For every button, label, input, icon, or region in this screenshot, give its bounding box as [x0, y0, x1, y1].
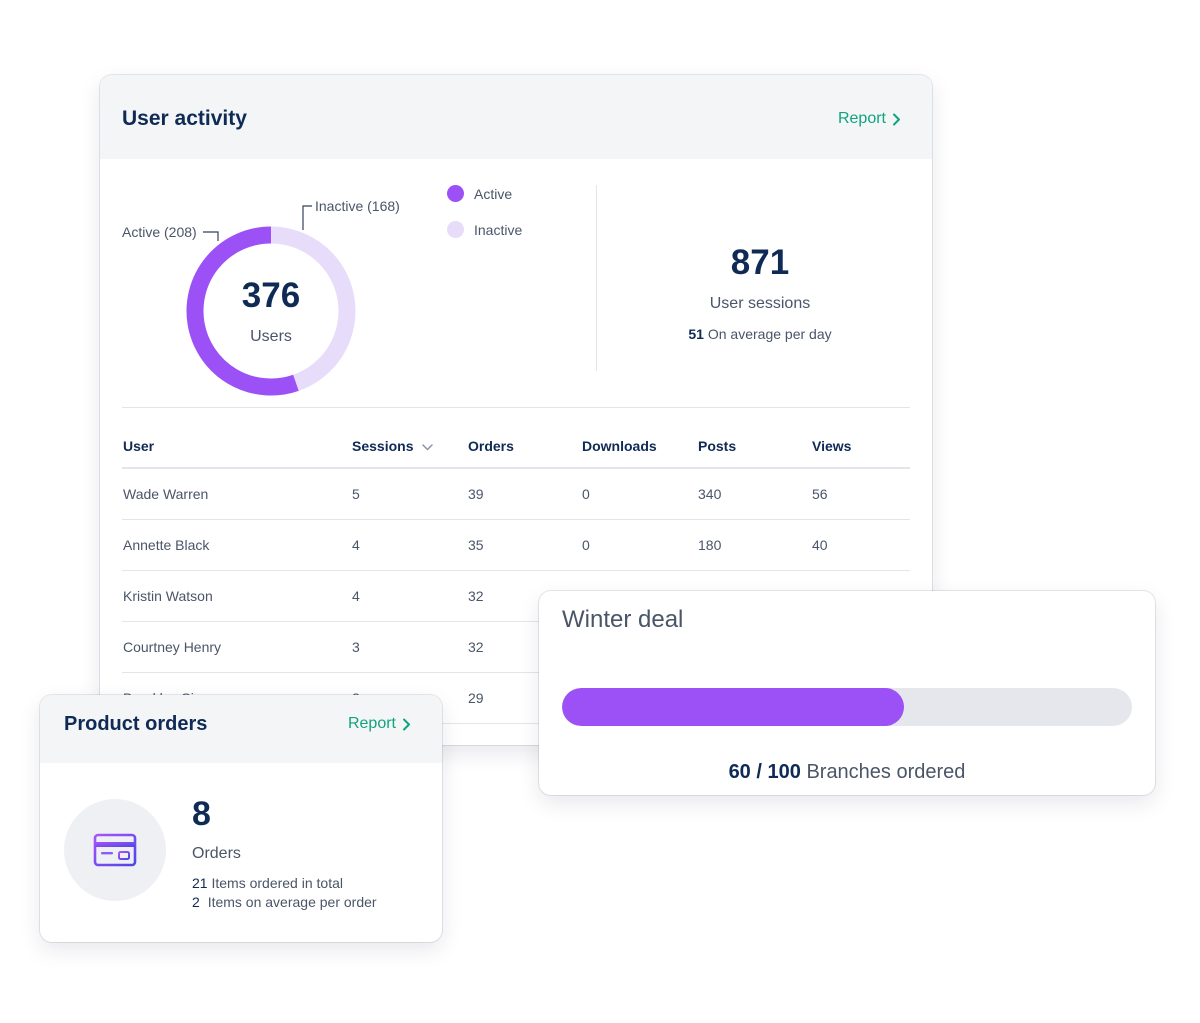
items-average-line: 2 Items on average per order — [192, 894, 377, 910]
user-sessions-value: 871 — [730, 243, 790, 282]
legend-dot-active — [447, 185, 464, 202]
table-row[interactable]: Wade Warren 5 39 0 340 56 — [122, 468, 910, 520]
cell-downloads: 0 — [581, 519, 697, 571]
chevron-right-icon — [403, 718, 410, 730]
donut-segment-inactive — [270, 226, 356, 391]
product-orders-report-link[interactable]: Report — [348, 715, 411, 733]
users-label: Users — [250, 328, 292, 345]
cell-sessions: 5 — [351, 468, 467, 520]
items-total-label: Items ordered in total — [211, 875, 343, 891]
column-header-sessions-label: Sessions — [352, 438, 414, 454]
donut-segment-active — [186, 226, 299, 396]
donut-center: 376 Users — [183, 223, 359, 399]
orders-value: 8 — [192, 795, 211, 833]
winter-deal-card: Winter deal 60 / 100 Branches ordered — [539, 591, 1155, 795]
vertical-divider — [596, 185, 597, 371]
cell-user: Wade Warren — [122, 468, 351, 520]
table-header-row: User Sessions Orders Downloads Posts Vie… — [122, 425, 910, 469]
cell-views: 56 — [811, 468, 910, 520]
legend-label-inactive: Inactive — [474, 221, 523, 238]
progress-total: 100 — [767, 761, 801, 783]
column-header-sessions[interactable]: Sessions — [351, 425, 467, 469]
cell-orders: 39 — [467, 468, 581, 520]
user-activity-report-link[interactable]: Report — [838, 110, 901, 128]
column-header-downloads[interactable]: Downloads — [581, 425, 697, 469]
report-link-label: Report — [347, 715, 396, 732]
cell-user: Annette Black — [122, 519, 351, 571]
users-total: 376 — [241, 276, 301, 315]
column-header-orders[interactable]: Orders — [467, 425, 581, 469]
users-donut-chart: 376 Users — [183, 223, 359, 399]
items-average-label: Items on average per order — [207, 894, 377, 910]
cell-posts: 180 — [697, 519, 811, 571]
cell-sessions: 3 — [351, 621, 467, 673]
cell-sessions: 4 — [351, 519, 467, 571]
sessions-average-value: 51 — [688, 326, 704, 342]
column-header-views[interactable]: Views — [811, 425, 910, 469]
report-link-label: Report — [837, 110, 886, 127]
active-callout: Active (208) — [122, 224, 197, 240]
cell-posts: 340 — [697, 468, 811, 520]
items-total-line: 21 Items ordered in total — [192, 875, 343, 891]
product-orders-title: Product orders — [64, 713, 208, 735]
cell-views: 40 — [811, 519, 910, 571]
chevron-right-icon — [893, 113, 900, 125]
progress-separator: / — [756, 761, 762, 783]
donut-svg — [186, 226, 356, 396]
legend-item-active: Active — [447, 185, 512, 202]
legend-label-active: Active — [474, 185, 513, 202]
column-header-user[interactable]: User — [122, 425, 351, 469]
winter-deal-caption: 60 / 100 Branches ordered — [539, 761, 1155, 784]
progress-bar-fill — [562, 688, 904, 726]
items-average-value: 2 — [192, 894, 200, 910]
progress-caption: Branches ordered — [806, 761, 966, 783]
progress-current: 60 — [728, 761, 751, 783]
legend-dot-inactive — [447, 221, 464, 238]
orders-label: Orders — [192, 845, 241, 862]
sessions-average-label: On average per day — [707, 326, 832, 342]
cell-user: Kristin Watson — [122, 570, 351, 622]
cell-sessions: 4 — [351, 570, 467, 622]
user-sessions-label: User sessions — [709, 295, 811, 312]
horizontal-divider — [122, 407, 910, 408]
inactive-callout: Inactive (168) — [315, 198, 400, 214]
table-row[interactable]: Annette Black 4 35 0 180 40 — [122, 519, 910, 571]
progress-bar-track — [562, 688, 1132, 726]
cell-orders: 35 — [467, 519, 581, 571]
user-activity-header: User activity Report — [100, 75, 932, 159]
chevron-down-icon[interactable] — [422, 444, 434, 451]
product-orders-header: Product orders Report — [40, 695, 442, 763]
cell-downloads: 0 — [581, 468, 697, 520]
credit-card-icon — [93, 833, 137, 867]
column-header-posts[interactable]: Posts — [697, 425, 811, 469]
product-orders-card: Product orders Report 8 Orders 21 Items … — [40, 695, 442, 942]
items-total-value: 21 — [192, 875, 208, 891]
cell-user: Courtney Henry — [122, 621, 351, 673]
sessions-average: 51 On average per day — [640, 326, 880, 342]
winter-deal-title: Winter deal — [562, 606, 684, 633]
legend-item-inactive: Inactive — [447, 221, 522, 238]
orders-icon-circle — [64, 799, 166, 901]
user-activity-title: User activity — [122, 107, 247, 130]
